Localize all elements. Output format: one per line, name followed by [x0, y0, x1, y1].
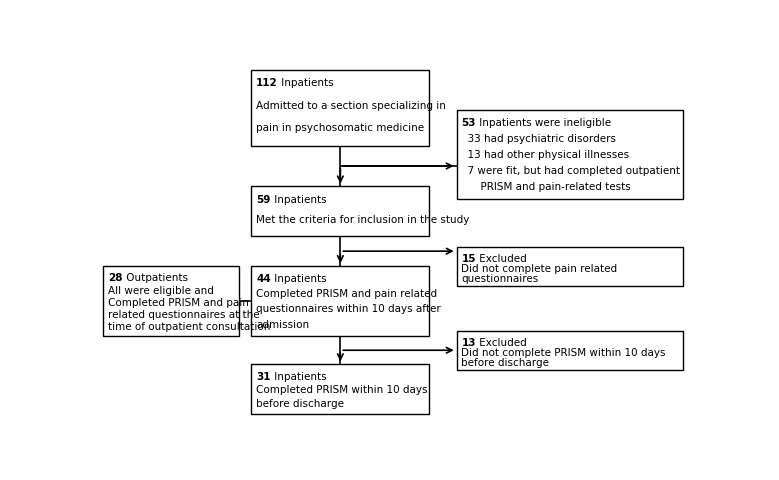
- FancyBboxPatch shape: [252, 187, 429, 237]
- Text: 112: 112: [256, 78, 278, 88]
- Text: 15: 15: [461, 254, 476, 264]
- Text: Admitted to a section specializing in: Admitted to a section specializing in: [256, 101, 446, 110]
- Text: 13 had other physical illnesses: 13 had other physical illnesses: [461, 150, 629, 160]
- Text: Excluded: Excluded: [476, 254, 527, 264]
- Text: before discharge: before discharge: [256, 398, 344, 408]
- FancyBboxPatch shape: [456, 248, 683, 287]
- Text: pain in psychosomatic medicine: pain in psychosomatic medicine: [256, 123, 425, 133]
- Text: 53: 53: [461, 118, 476, 128]
- FancyBboxPatch shape: [456, 111, 683, 200]
- Text: Met the criteria for inclusion in the study: Met the criteria for inclusion in the st…: [256, 215, 470, 225]
- Text: All were eligible and: All were eligible and: [108, 285, 214, 295]
- Text: Inpatients: Inpatients: [271, 273, 326, 283]
- Text: 31: 31: [256, 371, 270, 381]
- Text: 7 were fit, but had completed outpatient: 7 were fit, but had completed outpatient: [461, 166, 680, 176]
- Text: 44: 44: [256, 273, 271, 283]
- FancyBboxPatch shape: [456, 331, 683, 370]
- Text: Inpatients were ineligible: Inpatients were ineligible: [476, 118, 611, 128]
- Text: Did not complete pain related: Did not complete pain related: [461, 264, 618, 274]
- Text: Excluded: Excluded: [476, 337, 527, 347]
- Text: admission: admission: [256, 319, 309, 329]
- Text: 28: 28: [108, 273, 123, 283]
- Text: questionnaires within 10 days after: questionnaires within 10 days after: [256, 304, 441, 314]
- FancyBboxPatch shape: [252, 266, 429, 336]
- Text: Did not complete PRISM within 10 days: Did not complete PRISM within 10 days: [461, 347, 666, 357]
- Text: questionnaires: questionnaires: [461, 274, 538, 284]
- Text: Outpatients: Outpatients: [123, 273, 188, 283]
- Text: 59: 59: [256, 194, 270, 204]
- Text: Inpatients: Inpatients: [270, 194, 326, 204]
- Text: 13: 13: [461, 337, 476, 347]
- Text: Inpatients: Inpatients: [270, 371, 326, 381]
- Text: time of outpatient consultation: time of outpatient consultation: [108, 322, 270, 332]
- Text: Completed PRISM within 10 days: Completed PRISM within 10 days: [256, 384, 428, 395]
- FancyBboxPatch shape: [252, 364, 429, 414]
- Text: related questionnaires at the: related questionnaires at the: [108, 310, 260, 320]
- Text: before discharge: before discharge: [461, 357, 549, 367]
- Text: Inpatients: Inpatients: [278, 78, 333, 88]
- FancyBboxPatch shape: [104, 266, 239, 336]
- FancyBboxPatch shape: [252, 71, 429, 146]
- Text: Completed PRISM and pain: Completed PRISM and pain: [108, 297, 249, 307]
- Text: 33 had psychiatric disorders: 33 had psychiatric disorders: [461, 134, 616, 144]
- Text: Completed PRISM and pain related: Completed PRISM and pain related: [256, 288, 437, 299]
- Text: PRISM and pain-related tests: PRISM and pain-related tests: [461, 182, 631, 192]
